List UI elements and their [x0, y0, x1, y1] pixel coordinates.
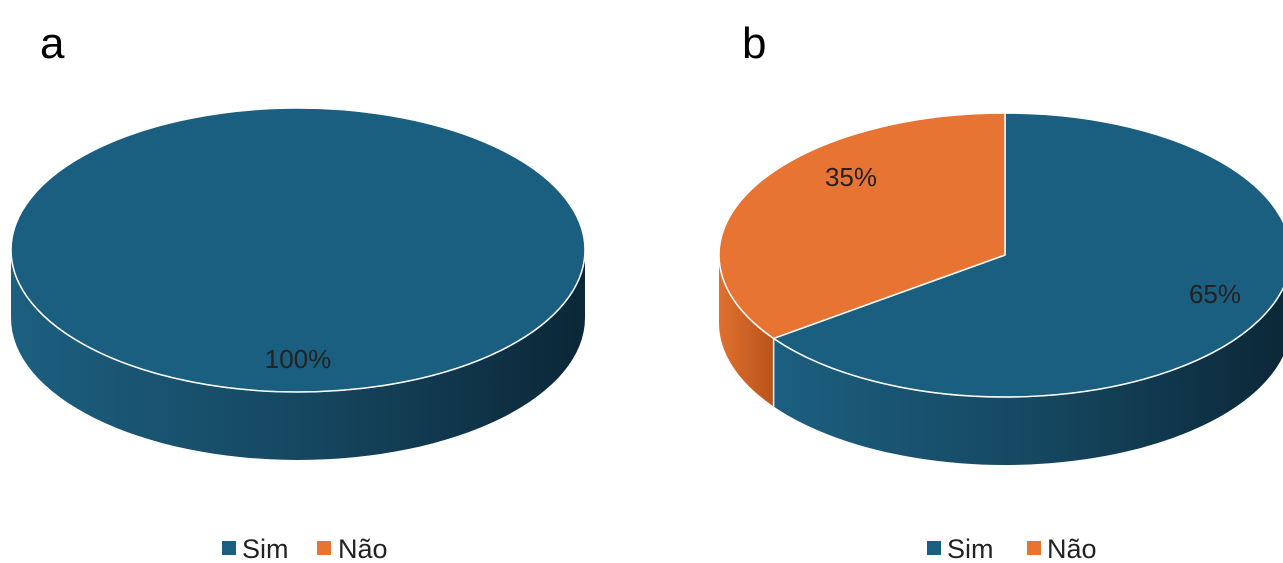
legend-swatch-sim [222, 541, 236, 555]
panel-letter-b: b [742, 19, 766, 68]
legend-a: Sim Não [222, 534, 388, 563]
legend-swatch-nao [1027, 541, 1041, 555]
pie-a-slice-sim-side [11, 250, 585, 460]
legend-swatch-nao [317, 541, 331, 555]
panel-letter-a: a [40, 19, 65, 68]
pie-chart-a: 100% [10, 107, 586, 460]
legend-label-sim: Sim [947, 534, 994, 563]
data-label-sim-a: 100% [265, 344, 332, 374]
pie-chart-b: 65% 35% [718, 112, 1283, 465]
legend-b: Sim Não [927, 534, 1097, 563]
data-label-nao-b: 35% [825, 162, 877, 192]
legend-label-nao: Não [1047, 534, 1097, 563]
legend-label-sim: Sim [242, 534, 289, 563]
pie-b-slice-nao-side [719, 255, 774, 407]
pie-b-slice-sim-side [773, 288, 1283, 465]
legend-label-nao: Não [338, 534, 388, 563]
data-label-sim-b: 65% [1189, 279, 1241, 309]
legend-swatch-sim [927, 541, 941, 555]
